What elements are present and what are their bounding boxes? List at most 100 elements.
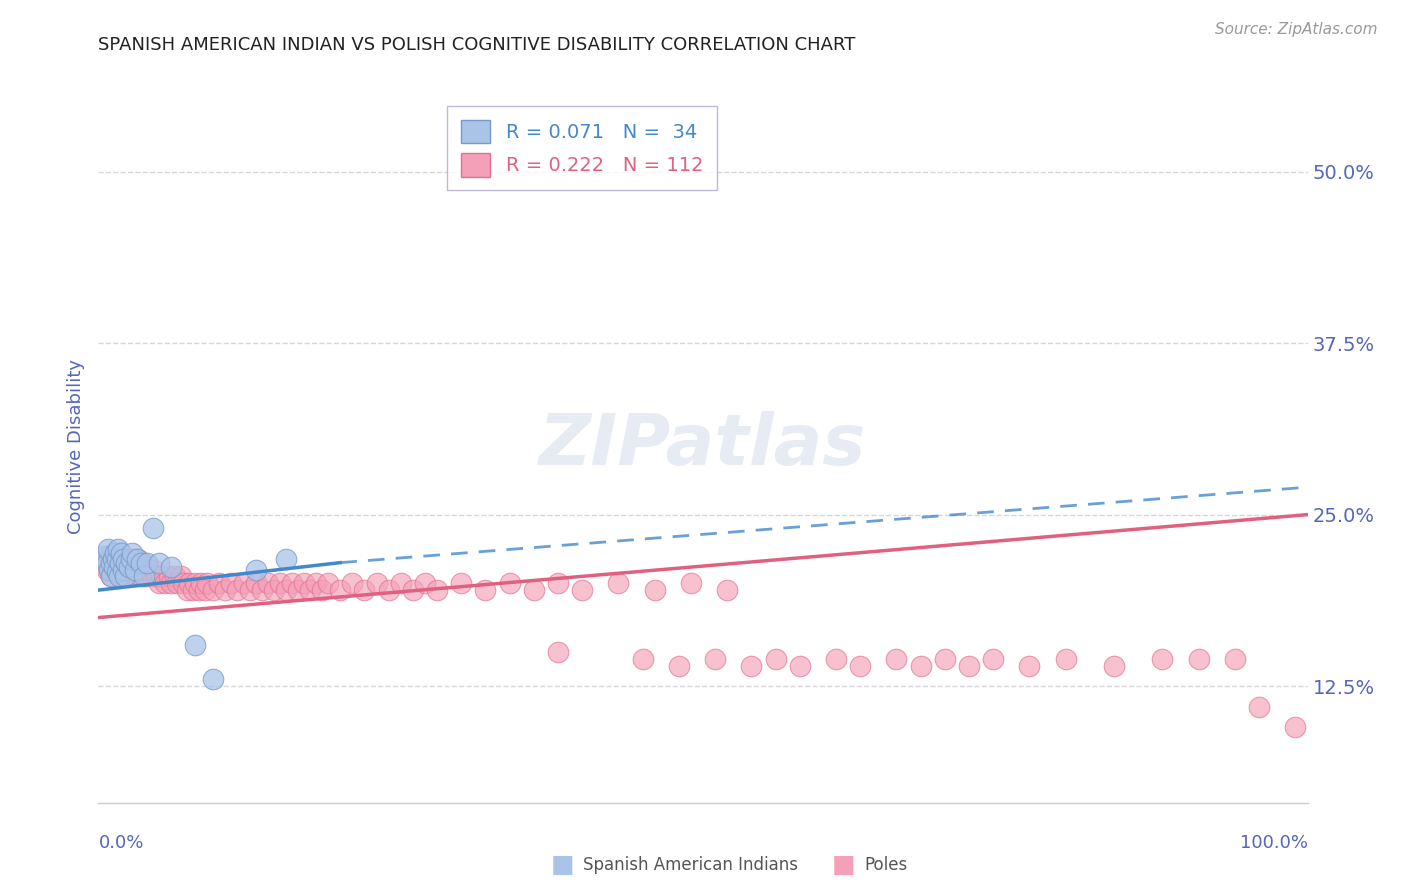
Text: ■: ■ xyxy=(551,854,574,877)
Point xyxy=(342,576,364,591)
Point xyxy=(127,551,149,566)
Point xyxy=(305,576,328,591)
Point xyxy=(114,559,136,574)
Point xyxy=(250,583,273,598)
Point xyxy=(426,583,449,598)
Text: SPANISH AMERICAN INDIAN VS POLISH COGNITIVE DISABILITY CORRELATION CHART: SPANISH AMERICAN INDIAN VS POLISH COGNIT… xyxy=(98,36,856,54)
Point xyxy=(103,559,125,574)
Point xyxy=(129,556,152,570)
Point xyxy=(108,556,131,570)
Point xyxy=(115,556,138,570)
Point xyxy=(148,576,170,591)
Point xyxy=(765,651,787,665)
Point xyxy=(107,566,129,580)
Point xyxy=(194,583,217,598)
Point xyxy=(202,583,225,598)
Point xyxy=(1152,651,1174,665)
Point xyxy=(110,546,132,560)
Point xyxy=(281,576,304,591)
Point xyxy=(1223,651,1246,665)
Point xyxy=(1018,658,1040,673)
Point xyxy=(127,562,149,576)
Point xyxy=(957,658,980,673)
Point xyxy=(1054,651,1077,665)
Point xyxy=(105,566,128,580)
Point xyxy=(644,583,666,598)
Point xyxy=(145,569,167,583)
Point xyxy=(184,576,207,591)
Point xyxy=(202,673,225,687)
Point xyxy=(100,569,122,583)
Point xyxy=(547,576,569,591)
Point xyxy=(93,549,115,563)
Point xyxy=(187,583,209,598)
Point xyxy=(607,576,630,591)
Point xyxy=(134,569,156,583)
Point xyxy=(108,556,131,570)
Text: Poles: Poles xyxy=(865,856,908,874)
Point xyxy=(274,551,297,566)
Point xyxy=(108,562,131,576)
Text: 0.0%: 0.0% xyxy=(98,834,143,852)
Point xyxy=(571,583,593,598)
Point xyxy=(114,569,136,583)
Point xyxy=(105,551,128,566)
Point xyxy=(111,562,134,576)
Point xyxy=(138,562,160,576)
Legend: R = 0.071   N =  34, R = 0.222   N = 112: R = 0.071 N = 34, R = 0.222 N = 112 xyxy=(447,106,717,191)
Point xyxy=(704,651,727,665)
Point xyxy=(124,562,146,576)
Point xyxy=(143,562,166,576)
Point xyxy=(166,576,188,591)
Point xyxy=(118,559,141,574)
Point xyxy=(245,562,267,576)
Point xyxy=(107,541,129,556)
Text: Spanish American Indians: Spanish American Indians xyxy=(583,856,799,874)
Point xyxy=(101,551,124,566)
Point xyxy=(142,521,165,535)
Point xyxy=(124,569,146,583)
Text: ZIPatlas: ZIPatlas xyxy=(540,411,866,481)
Point xyxy=(353,583,375,598)
Point xyxy=(1284,720,1306,734)
Point xyxy=(450,576,472,591)
Point xyxy=(103,562,125,576)
Point xyxy=(269,576,291,591)
Point xyxy=(389,576,412,591)
Y-axis label: Cognitive Disability: Cognitive Disability xyxy=(66,359,84,533)
Point xyxy=(668,658,690,673)
Point xyxy=(287,583,309,598)
Point xyxy=(100,569,122,583)
Point xyxy=(181,583,204,598)
Point xyxy=(104,551,127,566)
Point xyxy=(825,651,848,665)
Point xyxy=(112,556,135,570)
Point xyxy=(172,576,194,591)
Point xyxy=(292,576,315,591)
Point xyxy=(98,549,121,563)
Point xyxy=(413,576,436,591)
Point xyxy=(125,556,148,570)
Point xyxy=(120,556,142,570)
Point xyxy=(849,658,872,673)
Point xyxy=(150,569,173,583)
Point xyxy=(1102,658,1125,673)
Point xyxy=(163,569,186,583)
Point xyxy=(120,551,142,566)
Point xyxy=(195,576,218,591)
Point xyxy=(498,576,520,591)
Point xyxy=(226,583,249,598)
Point xyxy=(141,569,163,583)
Point xyxy=(117,562,139,576)
Point xyxy=(716,583,738,598)
Point xyxy=(190,576,212,591)
Point xyxy=(160,576,183,591)
Point xyxy=(93,556,115,570)
Point xyxy=(121,562,143,576)
Text: Source: ZipAtlas.com: Source: ZipAtlas.com xyxy=(1215,22,1378,37)
Point xyxy=(96,556,118,570)
Point xyxy=(981,651,1004,665)
Point xyxy=(153,576,176,591)
Point xyxy=(111,569,134,583)
Point xyxy=(135,562,157,576)
